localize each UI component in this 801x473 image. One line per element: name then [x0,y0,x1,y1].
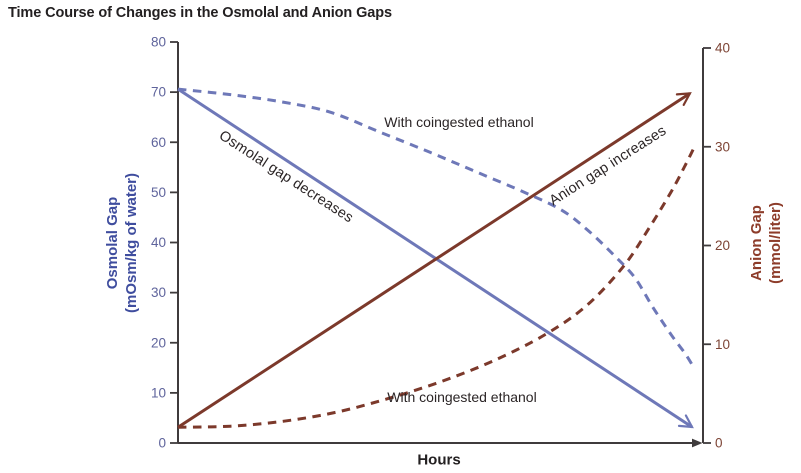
left-axis-title: Osmolal Gap (mOsm/kg of water) [103,173,141,313]
right-axis-tick-label: 40 [715,41,730,56]
x-axis-title: Hours [417,451,461,469]
left-axis-title-units: (mOsm/kg of water) [123,172,140,314]
left-axis-tick-label: 50 [151,185,166,200]
anion-gap-with-ethanol-curve [177,148,695,429]
left-axis-tick-label: 0 [158,436,166,451]
right-axis-title: Anion Gap (mmol/liter) [747,202,785,284]
right-axis-tick-label: 30 [715,139,730,154]
right-axis-title-units: (mmol/liter) [767,202,784,284]
chart-title: Time Course of Changes in the Osmolal an… [8,5,392,21]
annotation-with-coingested-ethanol-osmolal: With coingested ethanol [384,114,534,130]
anion-gap-line [177,92,691,429]
osmolal-gap-arrow-icon [677,414,694,429]
left-axis-tick-label: 20 [151,335,166,350]
right-axis-tick-label: 0 [715,436,723,451]
osmolal-gap-with-ethanol-curve [177,87,694,367]
right-axis-tick-label: 10 [715,337,730,352]
annotation-with-coingested-ethanol-anion: With coingested ethanol [387,389,537,405]
x-axis-arrow-icon [692,438,703,448]
left-axis-tick-label: 80 [151,35,166,50]
left-axis-tick-label: 30 [151,285,166,300]
left-axis-title-name: Osmolal Gap [103,196,121,290]
anion-gap-arrow-icon [675,92,692,106]
left-axis-tick-label: 60 [151,135,166,150]
left-axis-tick-label: 10 [151,385,166,400]
right-axis-title-name: Anion Gap [747,205,765,281]
left-axis-tick-label: 40 [151,235,166,250]
right-axis-tick-label: 20 [715,238,730,253]
left-axis-tick-label: 70 [151,85,166,100]
